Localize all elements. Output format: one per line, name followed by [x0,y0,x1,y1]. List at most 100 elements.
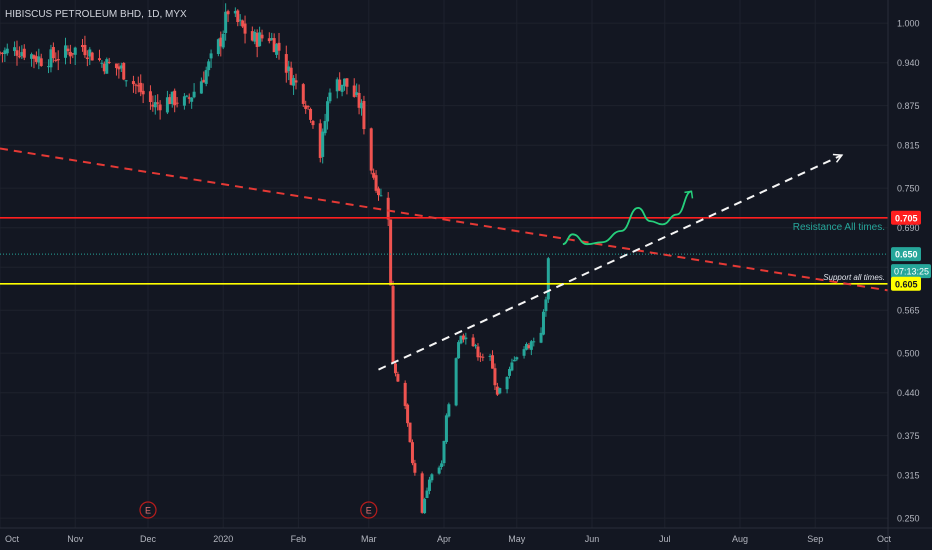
candle-body [114,63,118,69]
candle-body [391,286,395,363]
candle-body [0,52,2,54]
candle-body [457,342,461,359]
candle-body [71,53,75,55]
candle-body [219,37,223,47]
candle-body [156,102,160,104]
candle-body [403,382,407,406]
time-tick-label: 2020 [213,534,233,544]
candle-body [168,97,172,105]
candle-body [362,101,366,130]
candle-body [491,355,495,369]
price-tick-label: 0.750 [897,184,920,194]
candle-body [199,81,203,94]
candle-body [32,55,36,59]
candle-body [83,44,87,56]
candle-body [148,91,152,103]
candle-body [216,39,220,55]
price-tick-label: 0.875 [897,101,920,111]
projection-path [562,190,692,246]
earnings-event-label: E [366,506,372,516]
candle-body [97,58,101,60]
candle-body [153,102,157,108]
support-label: Support all times. [823,273,885,282]
resistance-price-tag: 0.705 [895,213,918,223]
drawings[interactable]: Resistance All times. Support all times. E… [0,147,889,519]
price-axis[interactable]: 1.0000.9400.8750.8150.7500.6900.6300.565… [887,0,931,550]
support-price-tag: 0.605 [895,279,918,289]
candle-body [124,80,128,82]
candle-body [236,10,240,23]
price-tick-label: 0.815 [897,141,920,151]
candle-body [3,50,7,55]
candle-body [284,54,288,73]
candle-body [243,23,247,34]
resistance-price-tag-bg [891,210,921,225]
candle-body [510,362,514,371]
candle-body [546,258,550,300]
candle-body [207,61,211,71]
candle-body [270,37,274,40]
candle-body [464,337,468,340]
candle-body [165,97,169,113]
trendline-arrowhead [832,153,844,163]
time-axis[interactable]: Oct Nov Dec 2020 Feb Mar Apr May Jun Jul Aug Sep Oct [0,527,932,544]
last-price-tag: 0.650 [895,250,918,260]
candle-body [408,422,412,443]
candle-body [47,66,51,68]
projection-arrowhead [684,190,694,199]
candle-body [541,311,545,335]
candle-body [224,11,228,34]
candle-body [427,479,431,491]
candle-body [20,52,24,57]
candle-body [340,84,344,92]
candle-body [522,349,526,356]
candle-body [527,345,531,349]
candle-body [158,104,162,111]
candle-body [544,299,548,312]
candle-body [192,91,196,98]
candle-body [134,84,138,86]
candle-body [379,195,383,197]
candle-body [471,337,475,347]
candle-body [524,343,528,350]
candle-body [369,128,373,171]
candle-body [190,97,194,102]
candle-body [311,120,315,126]
candle-body [326,101,330,122]
candle-body [461,335,465,340]
candle-body [287,66,291,72]
time-tick-label: Jun [585,534,600,544]
candle-body [226,11,230,15]
price-tick-label: 0.375 [897,431,920,441]
price-tick-label: 0.315 [897,471,920,481]
candle-body [498,388,502,394]
candle-body [393,363,397,374]
candle-body [420,473,424,513]
candle-body [508,369,512,376]
time-tick-label: Jul [659,534,671,544]
candle-body [255,32,259,47]
candle-body [357,92,361,108]
candle-body [100,62,104,64]
candle-body [386,197,390,220]
candle-body [309,108,313,120]
candle-body [376,188,380,196]
candle-body [272,38,276,53]
candle-body [105,59,109,74]
candle-body [241,20,245,27]
candle-body [495,386,499,395]
candle-body [30,54,34,59]
candle-body [131,81,135,85]
candle-body [56,59,60,61]
candle-body [301,84,305,104]
candle-body [459,335,463,344]
candle-body [80,45,84,48]
time-tick-label: Feb [291,534,307,544]
candle-body [360,102,364,109]
candle-body [202,79,206,83]
candle-body [372,172,376,178]
candle-body [478,356,482,358]
candle-body [185,95,189,97]
candle-body [13,47,17,52]
